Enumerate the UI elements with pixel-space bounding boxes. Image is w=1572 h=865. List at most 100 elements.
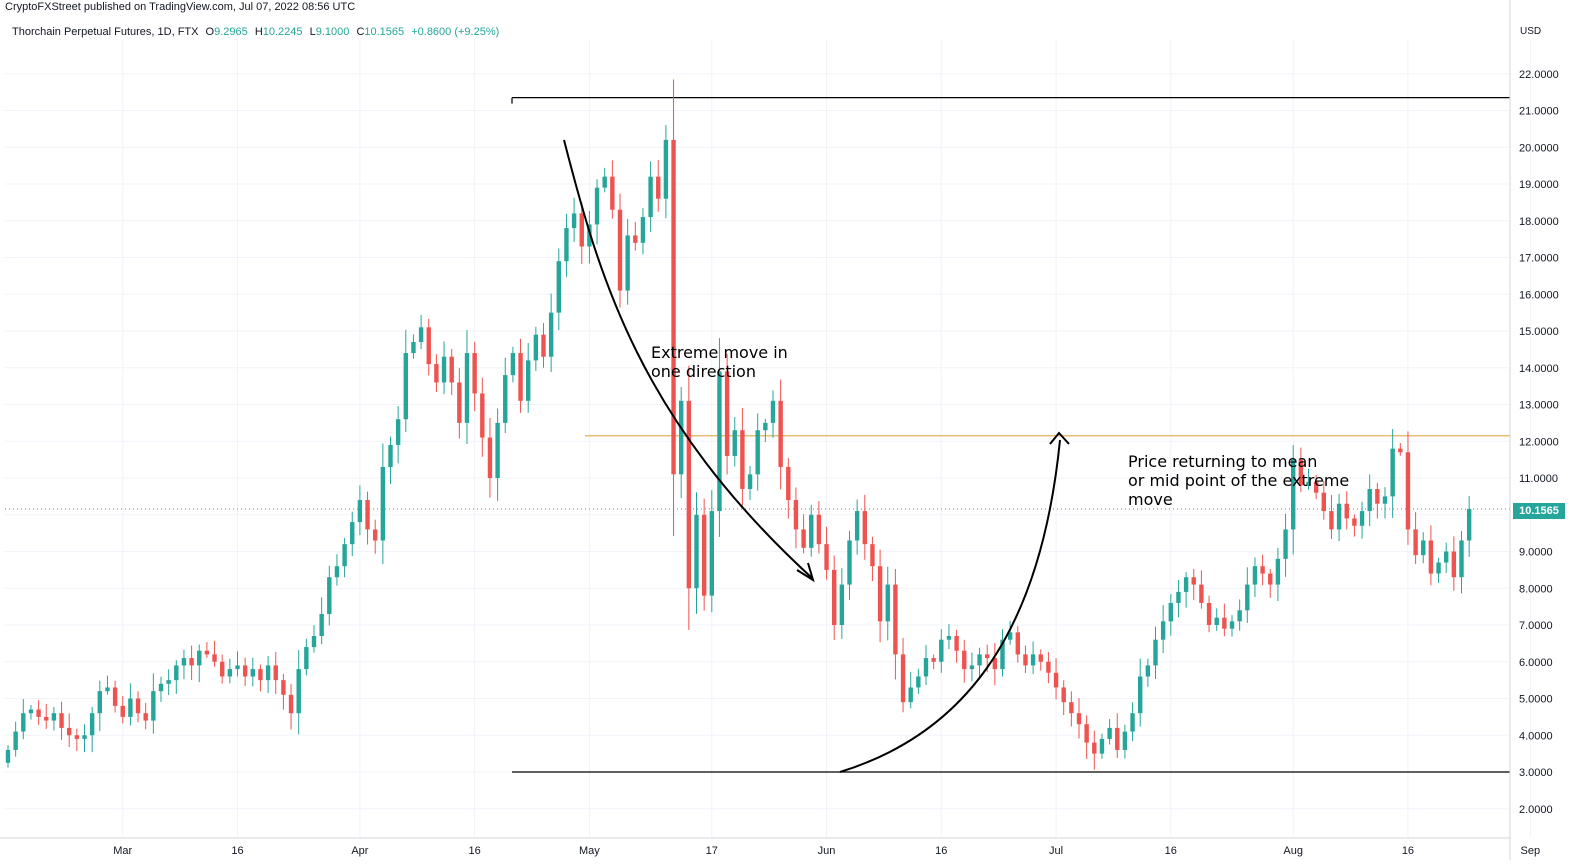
candle-body (526, 360, 531, 401)
candle-body (51, 713, 57, 721)
candle-body (1237, 610, 1242, 622)
candle-body (1321, 492, 1326, 512)
candle-body (625, 235, 630, 291)
candle-body (839, 584, 845, 625)
candle-body (235, 665, 240, 670)
candle-body (633, 235, 638, 243)
candle-body (1115, 727, 1120, 750)
candle-body (671, 139, 676, 475)
candle-body (939, 639, 944, 662)
candle-body (5, 749, 11, 763)
candle-body (1000, 639, 1005, 670)
y-tick-label: 9.0000 (1519, 547, 1553, 559)
y-tick-label: 16.0000 (1519, 289, 1559, 301)
candle-body (824, 544, 829, 570)
publish-credit: CryptoFXStreet published on TradingView.… (5, 1, 356, 13)
candle-body (273, 665, 278, 681)
candle-body (128, 698, 133, 717)
candle-body (977, 654, 982, 666)
candle-body (44, 716, 49, 721)
candle-body (1306, 481, 1311, 486)
candle-body (158, 683, 164, 692)
annotation-line: one direction (651, 362, 756, 381)
candle-body (59, 713, 64, 728)
candle-body (464, 353, 470, 423)
candle-body (388, 444, 393, 467)
candle-body (1298, 459, 1304, 486)
y-tick-label: 7.0000 (1519, 620, 1553, 632)
candle-body (755, 430, 760, 475)
candle-body (304, 647, 309, 670)
candle-body (487, 437, 493, 478)
extreme-move-arrow-curve (563, 139, 813, 579)
candle-body (1076, 713, 1082, 725)
candle-body (1375, 489, 1380, 504)
candle-body (1421, 540, 1426, 556)
candle-body (67, 727, 72, 736)
return-to-mean-annotation: Price returning to mean or mid point of … (1128, 452, 1349, 509)
candle-body (985, 654, 990, 659)
candle-body (717, 371, 722, 512)
candle-body (227, 669, 233, 677)
candle-body (74, 735, 80, 739)
candle-body (350, 522, 355, 545)
candle-body (801, 529, 806, 548)
candle-body (28, 709, 34, 714)
candle-body (969, 665, 975, 670)
y-tick-label: 19.0000 (1519, 179, 1559, 191)
candle-body (1444, 551, 1449, 563)
candle-body (1099, 738, 1105, 754)
candle-body (457, 382, 462, 423)
y-tick-label: 17.0000 (1519, 253, 1559, 265)
candle-body (617, 209, 623, 291)
candle-body (954, 636, 959, 651)
candle-body (1405, 452, 1411, 530)
ohlc-high-label: H (254, 26, 263, 38)
candle-body (1390, 448, 1395, 497)
candle-body (1428, 540, 1434, 574)
candle-body (403, 353, 408, 420)
candle-body (1030, 654, 1036, 666)
candle-body (357, 500, 363, 523)
candle-body (441, 356, 447, 383)
candle-body (916, 676, 921, 688)
candle-body (740, 430, 745, 490)
candle-body (564, 228, 569, 262)
y-tick-label: 8.0000 (1519, 583, 1553, 595)
candle-body (380, 466, 386, 541)
y-tick-label: 20.0000 (1519, 142, 1559, 154)
annotation-line: move (1128, 490, 1173, 509)
candle-body (1382, 496, 1388, 504)
candle-body (189, 658, 194, 666)
symbol-legend: Thorchain Perpetual Futures, 1D, FTX O9.… (12, 26, 503, 38)
annotation-line: Price returning to mean (1128, 452, 1318, 471)
candle-body (1138, 676, 1143, 714)
x-tick-label: Jul (1049, 845, 1063, 857)
candle-body (1038, 654, 1043, 662)
candle-body (793, 500, 799, 530)
candle-body (1199, 584, 1204, 603)
candle-body (1176, 591, 1181, 603)
candle-body (449, 356, 454, 383)
x-tick-label: Mar (113, 845, 132, 857)
x-tick-label: 16 (935, 845, 947, 857)
candle-body (885, 584, 890, 622)
y-tick-label: 22.0000 (1519, 69, 1559, 81)
candle-body (1092, 742, 1097, 754)
candle-body (120, 705, 125, 717)
candles (5, 79, 1472, 770)
annotation-line: or mid point of the extreme (1128, 471, 1350, 490)
candle-body (1352, 518, 1357, 526)
candle-body (1069, 702, 1074, 714)
candle-body (1015, 632, 1020, 655)
x-tick-label: 16 (231, 845, 243, 857)
candle-body (1183, 577, 1189, 592)
candle-body (870, 544, 875, 567)
candle-body (174, 665, 179, 681)
x-tick-label: 16 (1165, 845, 1177, 857)
candle-body (724, 371, 730, 456)
candle-body (1222, 617, 1227, 629)
currency-label: USD (1520, 26, 1542, 37)
